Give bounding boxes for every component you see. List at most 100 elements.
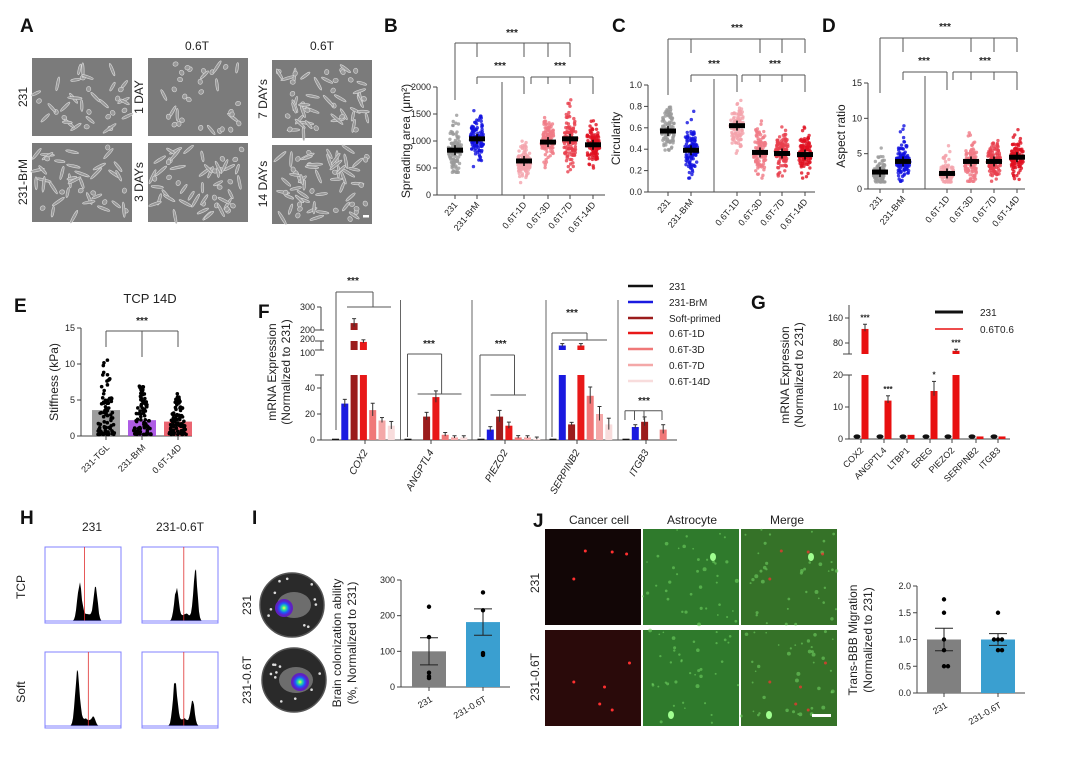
cell-shape bbox=[228, 126, 234, 133]
bar bbox=[907, 434, 915, 439]
data-point bbox=[798, 138, 803, 142]
data-point bbox=[775, 144, 779, 149]
y-tick-label: 200 bbox=[380, 611, 395, 621]
significance-label: *** bbox=[951, 338, 961, 347]
cell-shape bbox=[74, 170, 90, 178]
astrocyte-signal bbox=[681, 701, 685, 704]
cell-shape bbox=[59, 189, 66, 195]
data-point bbox=[685, 139, 689, 143]
bar bbox=[378, 420, 386, 440]
data-point bbox=[902, 124, 906, 128]
astrocyte-signal bbox=[704, 702, 707, 705]
bar-mid-segment bbox=[359, 341, 367, 350]
cell-shape bbox=[275, 68, 284, 80]
cell-shape bbox=[301, 126, 306, 142]
data-point bbox=[457, 139, 462, 144]
column-header: Merge bbox=[770, 513, 804, 527]
data-point bbox=[573, 123, 577, 127]
data-point bbox=[175, 398, 179, 403]
bar bbox=[432, 397, 440, 440]
data-point bbox=[103, 408, 107, 413]
bar bbox=[341, 403, 349, 440]
cell-shape bbox=[217, 196, 231, 205]
astrocyte-signal bbox=[823, 630, 827, 634]
data-point bbox=[1014, 143, 1018, 147]
significance-label: *** bbox=[347, 276, 359, 287]
cell-shape bbox=[329, 159, 343, 171]
data-point bbox=[105, 379, 109, 383]
data-point bbox=[781, 143, 785, 147]
astrocyte-signal bbox=[651, 683, 655, 687]
data-point bbox=[739, 107, 744, 111]
data-point bbox=[800, 176, 805, 180]
astrocyte-signal bbox=[829, 669, 833, 672]
column-header: Cancer cell bbox=[569, 513, 629, 527]
astrocyte-signal bbox=[757, 664, 761, 669]
data-point bbox=[595, 138, 599, 143]
bar bbox=[577, 375, 585, 440]
y-tick-label: 0.6 bbox=[629, 123, 642, 133]
data-point bbox=[451, 123, 455, 128]
data-point bbox=[737, 111, 741, 116]
data-point bbox=[457, 155, 461, 159]
astrocyte-signal bbox=[678, 653, 681, 656]
astrocyte-signal bbox=[811, 650, 814, 654]
cell-shape bbox=[121, 187, 127, 194]
data-point bbox=[999, 648, 1005, 653]
data-point bbox=[1018, 147, 1022, 152]
data-point bbox=[974, 170, 978, 174]
cell-shape bbox=[196, 207, 209, 215]
cell-shape bbox=[342, 201, 350, 212]
cell-shape bbox=[348, 211, 360, 220]
reflection-spot bbox=[306, 625, 310, 629]
astrocyte-signal bbox=[792, 710, 796, 714]
panel-label-a: A bbox=[20, 16, 34, 37]
data-point bbox=[969, 149, 973, 153]
cell-shape bbox=[80, 99, 84, 112]
data-point bbox=[733, 141, 738, 145]
astrocyte-signal bbox=[757, 552, 760, 555]
data-point bbox=[470, 140, 474, 145]
data-point bbox=[567, 151, 571, 155]
cancer-cell-signal bbox=[806, 550, 810, 554]
data-point bbox=[142, 424, 147, 429]
data-point bbox=[739, 132, 743, 137]
fluorescence-image bbox=[739, 630, 837, 726]
data-point bbox=[451, 157, 455, 161]
data-point bbox=[801, 143, 805, 148]
y-axis-label: (%, Normalized to 231) bbox=[345, 582, 359, 705]
data-point bbox=[102, 360, 106, 365]
data-point bbox=[177, 417, 182, 422]
astrocyte-signal bbox=[666, 682, 670, 686]
x-tick-label: ITGB3 bbox=[977, 445, 1002, 470]
astrocyte-signal bbox=[723, 536, 726, 539]
cell-shape bbox=[66, 163, 81, 169]
data-point bbox=[876, 155, 880, 159]
data-point bbox=[783, 132, 788, 137]
data-point bbox=[171, 411, 176, 415]
data-point bbox=[665, 137, 670, 141]
data-point bbox=[966, 169, 970, 174]
data-point bbox=[148, 432, 153, 436]
astrocyte-signal bbox=[763, 541, 767, 545]
data-point bbox=[667, 139, 672, 143]
astrocyte-signal bbox=[736, 684, 740, 687]
astrocyte-signal bbox=[752, 710, 755, 713]
cell-shape bbox=[70, 122, 82, 131]
cell-shape bbox=[230, 203, 236, 209]
cell-shape bbox=[103, 148, 114, 160]
data-point bbox=[939, 167, 943, 172]
data-point bbox=[761, 173, 765, 178]
y-tick-label: 0.8 bbox=[629, 101, 642, 111]
data-point bbox=[175, 429, 180, 434]
astrocyte-signal bbox=[725, 560, 729, 564]
astrocyte-signal bbox=[689, 592, 693, 596]
data-point bbox=[970, 170, 974, 174]
astrocyte-signal bbox=[814, 590, 819, 594]
data-point bbox=[566, 170, 570, 174]
x-tick-label: 231-TGL bbox=[79, 442, 111, 474]
cell-shape bbox=[55, 76, 60, 92]
astrocyte-signal bbox=[715, 581, 718, 584]
y-tick-label: 100 bbox=[300, 348, 315, 358]
cell-shape bbox=[65, 149, 79, 154]
